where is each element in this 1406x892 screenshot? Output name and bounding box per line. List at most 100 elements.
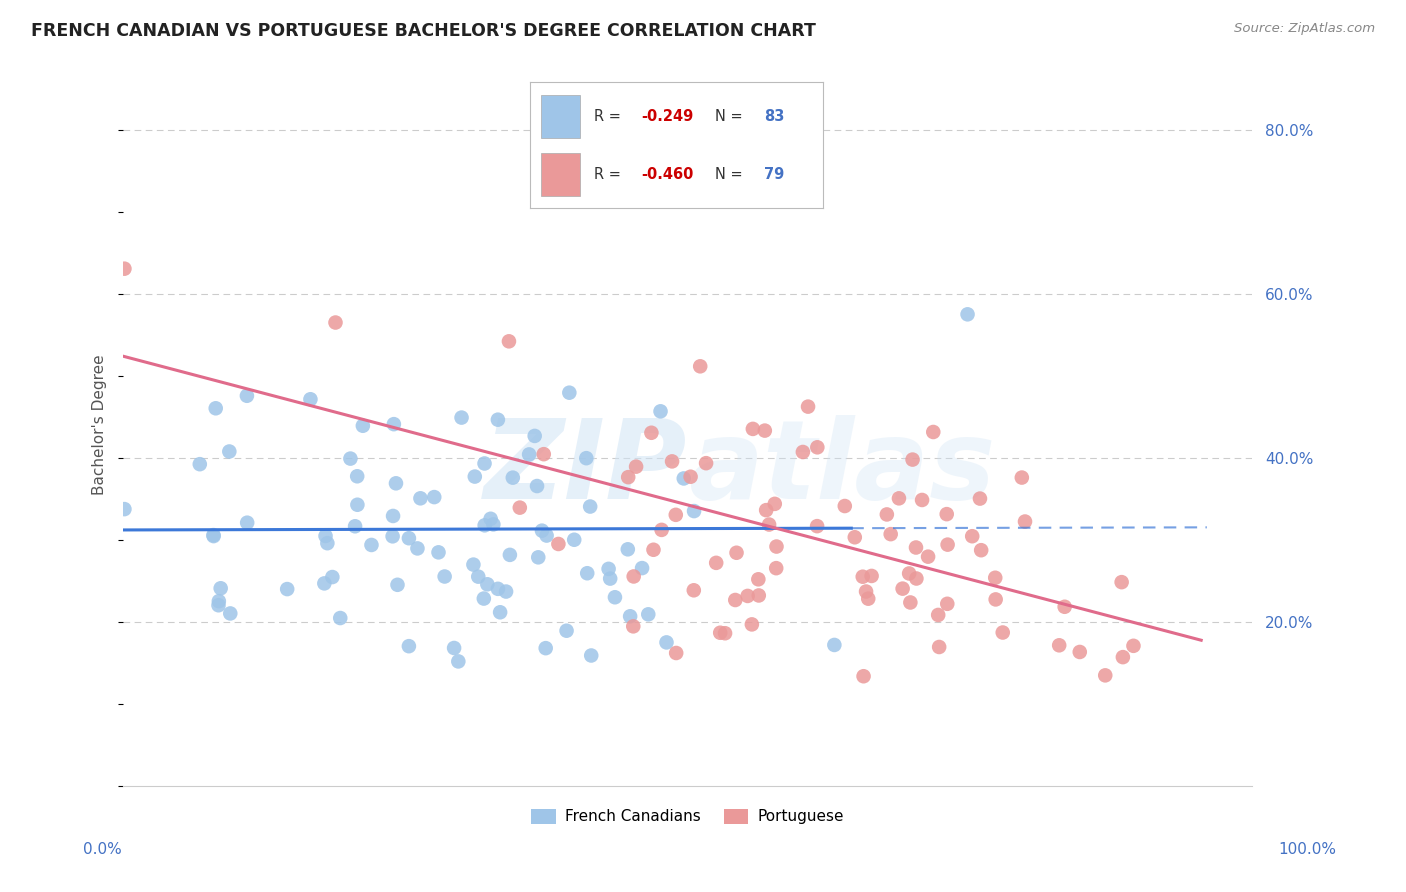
Point bbox=[754, 424, 776, 438]
Point bbox=[188, 457, 211, 471]
Point bbox=[523, 429, 546, 443]
Point bbox=[737, 589, 759, 603]
Point bbox=[472, 591, 495, 606]
Y-axis label: Bachelor's Degree: Bachelor's Degree bbox=[93, 355, 107, 495]
Point bbox=[536, 528, 558, 542]
Point bbox=[935, 507, 957, 521]
Point bbox=[495, 584, 517, 599]
Text: FRENCH CANADIAN VS PORTUGUESE BACHELOR'S DEGREE CORRELATION CHART: FRENCH CANADIAN VS PORTUGUESE BACHELOR'S… bbox=[31, 22, 815, 40]
Point bbox=[112, 261, 135, 276]
Point bbox=[534, 641, 557, 656]
Point bbox=[765, 540, 787, 554]
Point bbox=[901, 452, 924, 467]
Point bbox=[970, 543, 993, 558]
Point bbox=[474, 457, 496, 471]
Point bbox=[533, 447, 555, 461]
Point bbox=[650, 404, 672, 418]
Point bbox=[695, 456, 717, 470]
Point bbox=[960, 529, 983, 543]
Legend: French Canadians, Portuguese: French Canadians, Portuguese bbox=[526, 803, 851, 830]
Point bbox=[581, 648, 603, 663]
Point bbox=[876, 508, 898, 522]
Point bbox=[486, 412, 509, 426]
Point bbox=[689, 359, 711, 374]
Point bbox=[575, 451, 598, 466]
Point bbox=[346, 498, 368, 512]
Point bbox=[623, 569, 645, 583]
Point bbox=[382, 508, 405, 523]
Point bbox=[640, 425, 662, 440]
Point bbox=[562, 533, 585, 547]
Point bbox=[599, 572, 621, 586]
Point bbox=[704, 556, 727, 570]
Point bbox=[467, 569, 489, 583]
Point bbox=[792, 445, 814, 459]
Point bbox=[834, 499, 856, 513]
Point bbox=[617, 542, 640, 557]
Point bbox=[517, 447, 540, 461]
Point bbox=[547, 193, 569, 207]
Point bbox=[526, 479, 548, 493]
Point bbox=[927, 607, 949, 622]
Point bbox=[1011, 470, 1033, 484]
Point bbox=[928, 640, 950, 654]
Point bbox=[352, 418, 374, 433]
Point bbox=[1069, 645, 1091, 659]
Point bbox=[433, 569, 456, 583]
Point bbox=[381, 529, 404, 543]
Text: atlas: atlas bbox=[688, 415, 995, 522]
Point bbox=[314, 576, 336, 591]
Point bbox=[1014, 515, 1036, 529]
Point bbox=[321, 570, 343, 584]
Point bbox=[202, 529, 225, 543]
Point bbox=[725, 546, 748, 560]
Point bbox=[911, 493, 934, 508]
Point bbox=[724, 593, 747, 607]
Point bbox=[709, 625, 731, 640]
Point bbox=[463, 558, 485, 572]
Point bbox=[617, 470, 640, 484]
Point bbox=[579, 500, 602, 514]
Point bbox=[204, 401, 226, 416]
Point bbox=[969, 491, 991, 506]
Text: 100.0%: 100.0% bbox=[1278, 842, 1337, 856]
Point bbox=[797, 400, 820, 414]
Point bbox=[489, 605, 512, 619]
Point bbox=[852, 669, 875, 683]
Point bbox=[956, 307, 979, 321]
Point bbox=[427, 545, 450, 559]
Point bbox=[530, 524, 553, 538]
Point bbox=[325, 316, 347, 330]
Point bbox=[219, 607, 242, 621]
Point bbox=[823, 638, 845, 652]
Point bbox=[1112, 650, 1135, 665]
Point bbox=[655, 635, 678, 649]
Point bbox=[346, 469, 368, 483]
Point bbox=[299, 392, 322, 407]
Point bbox=[643, 542, 665, 557]
Point bbox=[806, 440, 828, 454]
Point bbox=[858, 591, 880, 606]
Point bbox=[315, 529, 337, 543]
Point bbox=[661, 454, 683, 468]
Point bbox=[555, 624, 578, 638]
Text: 0.0%: 0.0% bbox=[83, 842, 122, 856]
Point bbox=[844, 530, 866, 544]
Point bbox=[236, 516, 259, 530]
Text: ZIP: ZIP bbox=[484, 415, 688, 522]
Point bbox=[450, 410, 472, 425]
Point bbox=[498, 334, 520, 349]
Point bbox=[385, 476, 408, 491]
Point bbox=[758, 517, 780, 532]
Point bbox=[887, 491, 910, 506]
Point bbox=[1094, 668, 1116, 682]
Point bbox=[576, 566, 599, 581]
Text: Source: ZipAtlas.com: Source: ZipAtlas.com bbox=[1234, 22, 1375, 36]
Point bbox=[1122, 639, 1144, 653]
Point bbox=[202, 528, 225, 542]
Point bbox=[904, 541, 927, 555]
Point bbox=[860, 569, 883, 583]
Point bbox=[984, 592, 1007, 607]
Point bbox=[747, 572, 769, 586]
Point bbox=[598, 562, 620, 576]
